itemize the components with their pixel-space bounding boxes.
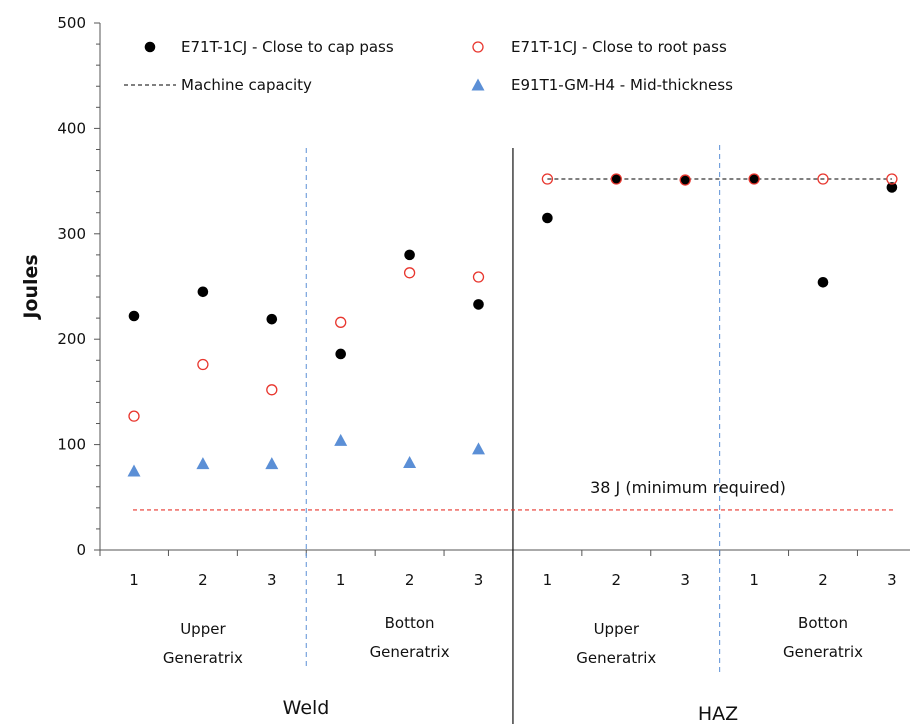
series-3-point <box>127 464 141 477</box>
legend: E71T-1CJ - Close to cap pass E71T-1CJ - C… <box>124 38 733 94</box>
series-2-point <box>266 384 278 396</box>
x-tick-label: 2 <box>198 571 208 589</box>
x-tick-label: 3 <box>680 571 690 589</box>
series-2-point <box>679 174 691 186</box>
series-1-point <box>404 249 415 261</box>
x-tick-label: 1 <box>749 571 759 589</box>
x-tick-label: 1 <box>129 571 139 589</box>
series-3-point <box>472 442 485 455</box>
series-2-point <box>817 173 829 185</box>
series-3-point <box>196 457 210 470</box>
series-1-point <box>611 173 622 185</box>
series-1-point <box>266 313 278 325</box>
x-tick-label: 1 <box>543 571 553 589</box>
series-1-point <box>197 286 209 298</box>
legend-label: Machine capacity <box>181 76 312 94</box>
x-tick-label: 3 <box>887 571 897 589</box>
series-2-point <box>335 316 347 328</box>
y-tick-label: 400 <box>57 119 86 137</box>
category-labels: 1 2 3 1 2 3 1 2 3 1 2 3 Upper Generatrix Botton Generat… <box>129 571 896 724</box>
legend-marker <box>471 78 485 91</box>
axes: 0 100 200 300 400 500 Joules <box>20 14 910 559</box>
y-tick-label: 100 <box>57 436 86 454</box>
series-2-point <box>541 173 554 185</box>
series-1-point <box>128 310 140 322</box>
x-tick-label: 1 <box>336 571 346 589</box>
series-1-point <box>542 212 553 224</box>
x-tick-label: 3 <box>474 571 484 589</box>
y-tick-label: 0 <box>76 541 86 559</box>
group-label-line: Botton <box>385 614 435 632</box>
group-label-line: Botton <box>798 614 848 632</box>
series-2-point <box>472 271 485 283</box>
x-tick-label: 2 <box>612 571 622 589</box>
group-label-line: Generatrix <box>370 643 450 661</box>
series-2-point <box>886 173 898 185</box>
series-1-point <box>886 182 898 193</box>
x-tick-label: 2 <box>405 571 415 589</box>
legend-label: E91T1-GM-H4 - Mid-thickness <box>511 76 733 94</box>
minimum-required-label: 38 J (minimum required) <box>590 478 786 497</box>
group-label: Botton Generatrix <box>783 614 863 661</box>
y-tick-label: 200 <box>57 330 86 348</box>
series-2-point <box>403 267 416 279</box>
legend-label: E71T-1CJ - Close to cap pass <box>181 38 394 56</box>
reference-lines: 38 J (minimum required) <box>133 178 893 511</box>
legend-marker <box>144 41 156 53</box>
group-label: Upper Generatrix <box>163 620 243 667</box>
series-2-point <box>610 173 622 185</box>
series-1-point <box>679 174 691 186</box>
series-2-point <box>197 358 209 371</box>
region-label-haz: HAZ <box>698 703 738 724</box>
y-axis-label: Joules <box>20 254 42 320</box>
group-label: Botton Generatrix <box>370 614 450 661</box>
data-marks <box>127 173 898 477</box>
y-tick-label: 500 <box>57 14 86 32</box>
series-1-point <box>817 276 829 288</box>
series-2-point <box>748 173 760 185</box>
group-label-line: Generatrix <box>163 649 243 667</box>
x-tick-label: 2 <box>818 571 828 589</box>
series-1-point <box>335 348 347 360</box>
series-2-point <box>128 410 140 422</box>
group-label-line: Generatrix <box>576 649 656 667</box>
legend-label: E71T-1CJ - Close to root pass <box>511 38 727 56</box>
y-tick-label: 300 <box>57 225 86 243</box>
group-label-line: Upper <box>594 620 640 638</box>
dividers <box>305 145 721 724</box>
legend-marker <box>472 41 484 53</box>
series-3-point <box>334 433 348 446</box>
group-label-line: Upper <box>180 620 226 638</box>
series-1-point <box>473 299 484 310</box>
group-label-line: Generatrix <box>783 643 863 661</box>
group-label: Upper Generatrix <box>576 620 656 667</box>
x-tick-label: 3 <box>267 571 277 589</box>
series-3-point <box>403 456 417 469</box>
series-3-point <box>265 457 279 470</box>
region-label-weld: Weld <box>283 697 330 719</box>
series-1-point <box>748 173 760 185</box>
